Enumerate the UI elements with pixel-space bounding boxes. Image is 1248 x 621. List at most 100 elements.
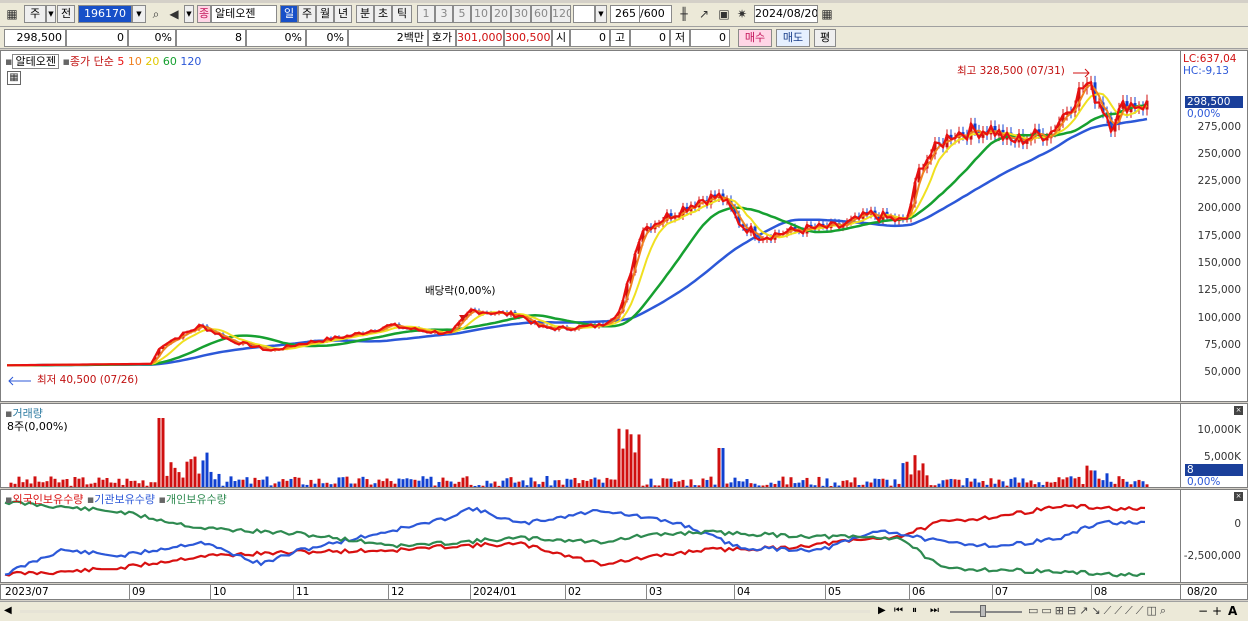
volume-chart[interactable] (1, 404, 1181, 487)
x-label: 2023/07 (5, 586, 49, 598)
period-month-tab[interactable]: 월 (316, 5, 334, 23)
ma-label: 종가 단순 (69, 55, 114, 68)
price-change: 0 (66, 29, 128, 47)
y-tick: 10,000K (1197, 424, 1241, 436)
tool-icons[interactable]: ▭▭⊞⊟↗↘⟋⟋⟋⟋◫⌕ (1028, 604, 1170, 617)
chevron-down-icon[interactable]: ▼ (595, 5, 607, 23)
speaker-icon[interactable]: ◀ (169, 7, 179, 21)
volume-bar (1113, 483, 1117, 487)
inst-line (4, 506, 1146, 576)
price-chart-panel[interactable]: ▪ 알테오젠 ▪종가 단순 5 10 20 60 120 ▦ 최고 328,500… (0, 50, 1182, 402)
interval-3[interactable]: 3 (435, 5, 453, 23)
close-icon[interactable]: × (1234, 492, 1243, 501)
interval-120[interactable]: 120 (551, 5, 571, 23)
scroll-left-icon[interactable]: ◀ (4, 605, 12, 616)
volume-bar (109, 482, 113, 487)
candle (685, 206, 689, 212)
volume-bar (105, 477, 109, 487)
period-type-select[interactable]: 주 (24, 5, 46, 23)
volume-chart-panel[interactable]: ▪거래량 8주(0,00%) (0, 403, 1182, 488)
calendar-icon[interactable]: ▦ (821, 7, 833, 21)
volume-bar (709, 476, 713, 487)
period-second-tab[interactable]: 초 (374, 5, 392, 23)
pause-icon[interactable]: ⏸ (912, 605, 917, 616)
holding-chart[interactable] (1, 490, 1181, 582)
interval-30[interactable]: 30 (511, 5, 531, 23)
volume-bar (137, 483, 141, 487)
period-tick-tab[interactable]: 틱 (392, 5, 412, 23)
zoom-out-icon[interactable]: − (1198, 604, 1209, 618)
chevron-down-icon[interactable]: ▼ (46, 5, 56, 23)
volume-bar (753, 483, 757, 487)
bid-price: 301,000 (456, 29, 504, 47)
volume-bar (489, 483, 493, 487)
trendline-icon[interactable]: ↗ (698, 7, 710, 21)
sell-button[interactable]: 매도 (776, 29, 810, 47)
interval-5[interactable]: 5 (453, 5, 471, 23)
holding-chart-panel[interactable]: ▪외국인보유수량 ▪기관보유수량 ▪개인보유수량 (0, 489, 1182, 583)
scroll-right-icon[interactable]: ▶ (878, 605, 886, 616)
candle (745, 227, 749, 233)
volume-bar (897, 483, 901, 487)
ma10-label: 10 (127, 55, 142, 68)
date-input[interactable]: 2024/08/20 (754, 5, 818, 23)
interval-60[interactable]: 60 (531, 5, 551, 23)
save-icon[interactable]: ▣ (718, 7, 730, 21)
price-chart[interactable] (1, 51, 1181, 401)
volume-bar (829, 485, 833, 487)
volume-bar (1125, 481, 1129, 487)
candle (621, 300, 625, 312)
volume-bar (305, 484, 309, 487)
y-tick: 75,000 (1204, 339, 1241, 351)
volume-bar (365, 479, 369, 487)
font-size-icon[interactable]: A (1228, 604, 1238, 618)
count-input[interactable]: 265 (610, 5, 640, 23)
period-minute-tab[interactable]: 분 (356, 5, 374, 23)
zoom-handle[interactable] (980, 605, 986, 617)
stock-code-input[interactable]: 196170 (78, 5, 132, 23)
table-icon[interactable]: ▦ (7, 71, 21, 85)
scroll-track[interactable] (20, 610, 870, 613)
volume-bar (893, 479, 897, 487)
volume-bar (785, 484, 789, 487)
buy-button[interactable]: 매수 (738, 29, 772, 47)
x-label: 02 (568, 586, 582, 598)
period-day-tab[interactable]: 일 (280, 5, 298, 23)
gear-icon[interactable]: ✷ (736, 7, 748, 21)
interval-custom-input[interactable] (573, 5, 595, 23)
period-year-tab[interactable]: 년 (334, 5, 352, 23)
prev-button[interactable]: 전 (57, 5, 75, 23)
candle (789, 227, 793, 232)
volume-bar (641, 485, 645, 487)
volume-bar (345, 476, 349, 487)
volume-bar (633, 452, 637, 487)
zoom-in-icon[interactable]: + (1212, 604, 1223, 618)
chart-type-icon[interactable]: ▦ (6, 7, 18, 21)
candle (929, 154, 933, 160)
candlestick-icon[interactable]: ╫ (680, 7, 688, 21)
volume-bar (357, 478, 361, 487)
volume-bar (177, 472, 181, 487)
interval-1[interactable]: 1 (417, 5, 435, 23)
volume-bar (821, 485, 825, 487)
search-icon[interactable]: ⌕ (152, 7, 160, 21)
chevron-down-icon[interactable]: ▼ (184, 5, 194, 23)
period-week-tab[interactable]: 주 (298, 5, 316, 23)
low-value: 0 (690, 29, 730, 47)
eval-button[interactable]: 평 (814, 29, 836, 47)
zoom-slider[interactable] (950, 611, 1022, 613)
close-icon[interactable]: × (1234, 406, 1243, 415)
interval-20[interactable]: 20 (491, 5, 511, 23)
first-icon[interactable]: ⏮ (894, 605, 903, 616)
volume-bar (413, 479, 417, 487)
candle (161, 346, 165, 350)
volume-bar (361, 476, 365, 487)
high-value: 0 (630, 29, 670, 47)
stock-name-field[interactable]: 알테오젠 (211, 5, 277, 23)
chevron-down-icon[interactable]: ▼ (132, 5, 146, 23)
last-icon[interactable]: ⏭ (930, 605, 939, 616)
quote-bar: 298,500 0 0% 8 0% 0% 2백만 호가 301,000 300,… (0, 27, 1248, 49)
interval-10[interactable]: 10 (471, 5, 491, 23)
x-axis-end: 08/20 (1180, 584, 1248, 600)
volume-bar (593, 477, 597, 487)
